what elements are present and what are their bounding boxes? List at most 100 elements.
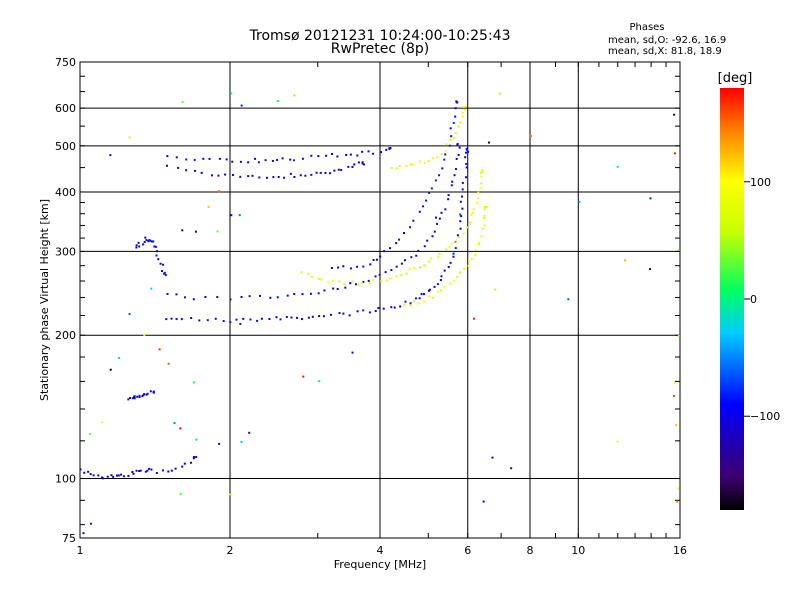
data-point — [457, 153, 460, 156]
data-point — [465, 148, 468, 151]
data-point — [101, 476, 104, 479]
data-point — [239, 322, 242, 325]
data-point — [117, 357, 120, 360]
y-tick-label: 500 — [55, 140, 76, 153]
data-point — [461, 111, 464, 114]
data-point — [458, 146, 461, 149]
data-point — [150, 240, 153, 243]
data-point — [433, 230, 436, 233]
data-point — [240, 440, 243, 443]
data-point — [461, 207, 464, 210]
data-point — [162, 263, 165, 266]
data-point — [240, 296, 243, 299]
data-point — [437, 256, 440, 259]
data-point — [161, 469, 164, 472]
chart-subtitle: RwPretec (8p) — [331, 41, 429, 57]
data-point — [87, 470, 90, 473]
data-point — [331, 279, 334, 282]
data-point — [465, 147, 468, 150]
data-point — [248, 431, 251, 434]
data-point — [276, 99, 279, 102]
data-point — [367, 150, 370, 153]
data-point — [483, 224, 486, 227]
data-point — [323, 289, 326, 292]
data-point — [112, 475, 115, 478]
data-point — [420, 293, 423, 296]
data-point — [677, 334, 680, 337]
data-point — [467, 260, 470, 263]
data-point — [256, 319, 259, 322]
data-point — [464, 176, 467, 179]
data-point — [453, 174, 456, 177]
x-tick-label: 8 — [527, 544, 534, 557]
data-point — [163, 271, 166, 274]
x-tick-label: 2 — [227, 544, 234, 557]
data-point — [454, 168, 457, 171]
data-point — [408, 268, 411, 271]
data-point — [405, 164, 408, 167]
data-point — [110, 474, 113, 477]
data-point — [414, 297, 417, 300]
colorbar-ticks: 100 0 −100 — [744, 176, 780, 423]
data-point — [133, 397, 136, 400]
data-point — [150, 287, 153, 290]
data-point — [673, 113, 676, 116]
data-point — [344, 286, 347, 289]
data-point — [120, 473, 123, 476]
data-point — [356, 154, 359, 157]
data-point — [330, 266, 333, 269]
data-point — [301, 157, 304, 160]
data-point — [309, 292, 312, 295]
data-point — [454, 107, 457, 110]
data-point — [415, 254, 418, 257]
data-point — [423, 293, 426, 296]
data-point — [117, 474, 120, 477]
data-point — [417, 249, 420, 252]
data-point — [239, 160, 242, 163]
data-point — [295, 316, 298, 319]
data-point — [485, 205, 488, 208]
data-point — [336, 288, 339, 291]
data-point — [452, 121, 455, 124]
y-tick-label: 750 — [55, 56, 76, 69]
data-point — [389, 147, 392, 150]
data-point — [483, 205, 486, 208]
data-point — [467, 264, 470, 267]
data-point — [166, 164, 169, 167]
data-point — [440, 275, 443, 278]
data-point — [154, 245, 157, 248]
data-point — [185, 158, 188, 161]
data-point — [451, 180, 454, 183]
info-line-o: mean, sd,O: -92.6, 16.9 — [608, 35, 726, 46]
data-point — [456, 234, 459, 237]
data-point — [143, 241, 146, 244]
data-point — [264, 159, 267, 162]
data-point — [138, 394, 141, 397]
data-point — [348, 314, 351, 317]
data-point — [79, 468, 82, 471]
data-point — [469, 221, 472, 224]
data-point — [149, 390, 152, 393]
data-point — [441, 167, 444, 170]
data-point — [374, 310, 377, 313]
data-point — [277, 175, 280, 178]
data-point — [301, 293, 304, 296]
data-point — [310, 275, 313, 278]
data-point — [276, 296, 279, 299]
data-point — [181, 465, 184, 468]
x-tick-label: 6 — [464, 544, 471, 557]
data-point — [258, 294, 261, 297]
data-point — [409, 302, 412, 305]
data-point — [204, 295, 207, 298]
data-point — [322, 315, 325, 318]
data-point — [450, 242, 453, 245]
data-point — [266, 176, 269, 179]
data-point — [383, 250, 386, 253]
data-point — [463, 267, 466, 270]
data-point — [260, 317, 263, 320]
data-point — [150, 468, 153, 471]
data-point — [146, 469, 149, 472]
data-point — [361, 150, 364, 153]
data-point — [360, 281, 363, 284]
data-point — [218, 190, 221, 193]
